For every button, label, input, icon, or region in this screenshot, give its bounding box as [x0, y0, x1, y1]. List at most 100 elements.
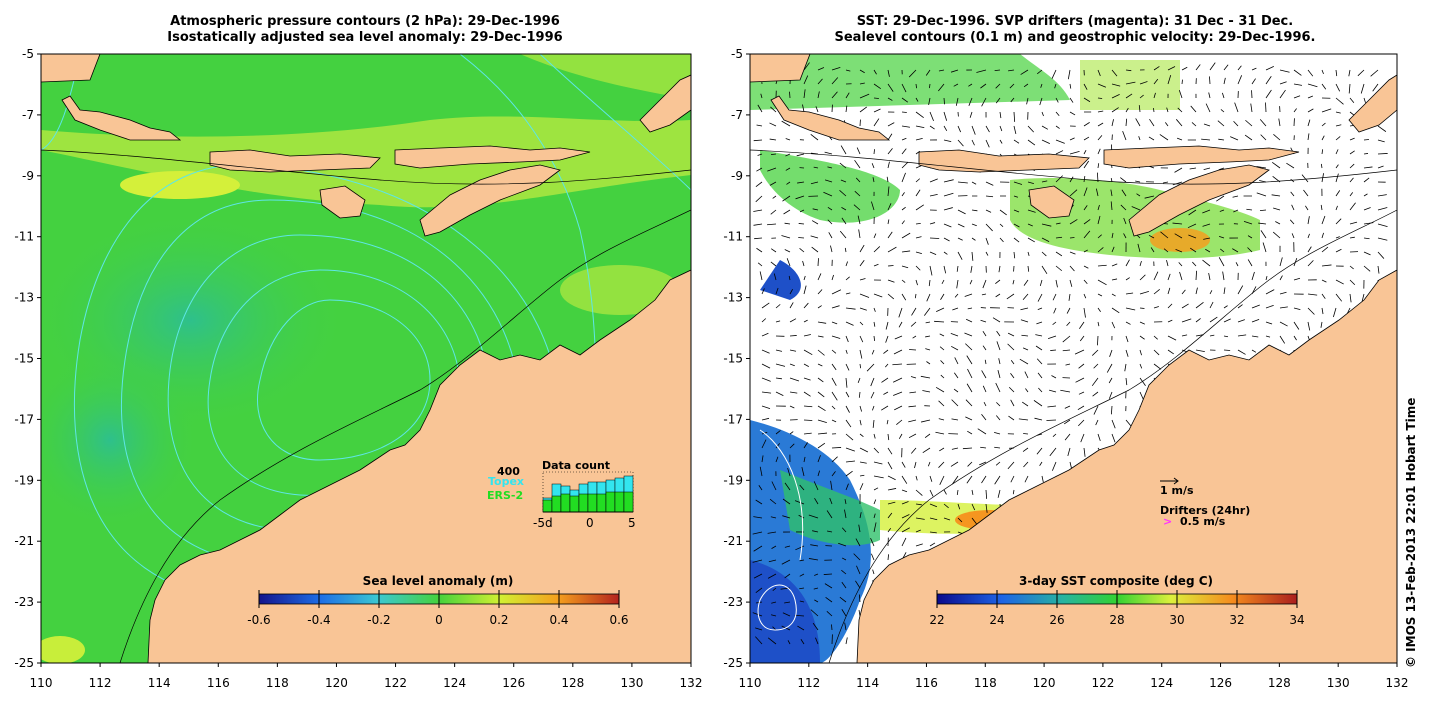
velocity-arrow: [915, 279, 918, 286]
velocity-arrow: [803, 319, 808, 323]
velocity-arrow: [1279, 306, 1288, 309]
velocity-arrow: [1279, 81, 1287, 85]
velocity-arrow: [943, 207, 953, 211]
left-lon-tick-label: 112: [89, 676, 112, 690]
velocity-arrow: [840, 179, 847, 183]
velocity-arrow: [830, 245, 833, 253]
velocity-arrow: [775, 456, 779, 463]
velocity-arrow: [799, 559, 805, 562]
velocity-arrow: [825, 597, 833, 603]
velocity-arrow: [1037, 372, 1043, 379]
velocity-arrow: [803, 442, 808, 449]
sst-west-green: [760, 150, 900, 223]
velocity-arrow: [1262, 242, 1267, 253]
velocity-arrow: [1321, 122, 1326, 127]
velocity-arrow: [803, 456, 806, 463]
data-count-tick-min: -5d: [533, 516, 553, 530]
velocity-arrow: [755, 181, 763, 188]
velocity-arrow: [753, 223, 763, 226]
velocity-arrow: [803, 405, 813, 408]
velocity-arrow: [859, 512, 862, 519]
velocity-arrow: [769, 122, 777, 127]
velocity-arrow: [1335, 124, 1342, 127]
velocity-arrow: [920, 375, 931, 379]
velocity-arrow: [1363, 153, 1369, 155]
velocity-arrow: [845, 307, 856, 310]
velocity-arrow: [1021, 401, 1029, 407]
velocity-arrow: [915, 517, 925, 520]
velocity-arrow: [1321, 264, 1332, 267]
right-lon-tick-label: 120: [1033, 676, 1056, 690]
velocity-arrow: [999, 139, 1003, 144]
velocity-arrow: [775, 391, 784, 396]
velocity-arrow: [759, 271, 763, 281]
velocity-arrow: [1125, 307, 1136, 311]
velocity-arrow: [928, 97, 931, 106]
velocity-arrow: [841, 609, 847, 617]
velocity-arrow: [1279, 89, 1286, 99]
sst-colorbar-tick-label: 26: [1049, 613, 1064, 627]
velocity-arrow: [844, 247, 847, 253]
velocity-arrow: [1195, 301, 1204, 309]
velocity-arrow: [1162, 181, 1169, 184]
velocity-arrow: [873, 149, 875, 155]
velocity-arrow: [887, 69, 890, 77]
velocity-arrow: [940, 360, 945, 365]
velocity-arrow: [915, 251, 922, 254]
velocity-arrow: [1055, 97, 1059, 103]
velocity-arrow: [784, 249, 791, 253]
velocity-arrow: [1321, 279, 1327, 283]
velocity-arrow: [859, 321, 864, 326]
velocity-arrow: [1139, 81, 1148, 85]
velocity-arrow: [1153, 271, 1159, 281]
sst-green-patch: [780, 470, 880, 546]
velocity-arrow: [883, 349, 889, 354]
left-lon-tick-label: 114: [148, 676, 171, 690]
velocity-arrow: [857, 215, 861, 225]
velocity-arrow: [1139, 363, 1143, 369]
velocity-arrow: [1108, 377, 1113, 384]
velocity-arrow: [773, 273, 777, 281]
velocity-arrow: [812, 530, 819, 533]
velocity-arrow: [952, 307, 959, 311]
velocity-arrow: [1153, 92, 1156, 99]
velocity-arrow: [859, 93, 870, 99]
velocity-arrow: [789, 391, 798, 394]
velocity-arrow: [845, 637, 848, 645]
velocity-arrow: [1272, 162, 1281, 169]
velocity-arrow: [954, 357, 959, 365]
velocity-arrow: [823, 573, 833, 575]
sst-north-yellow: [1080, 60, 1180, 110]
velocity-arrow: [775, 349, 783, 352]
velocity-arrow: [808, 558, 819, 561]
velocity-arrow: [901, 501, 909, 505]
velocity-arrow: [785, 167, 791, 171]
sla-high-spot: [120, 171, 240, 199]
velocity-arrow: [761, 288, 765, 295]
left-lon-tick-label: 130: [620, 676, 643, 690]
velocity-arrow: [910, 321, 917, 327]
velocity-arrow: [887, 122, 895, 127]
velocity-arrow: [841, 217, 847, 225]
velocity-arrow: [964, 332, 973, 337]
velocity-arrow: [800, 639, 805, 645]
velocity-arrow: [801, 467, 805, 477]
velocity-arrow: [1078, 391, 1085, 395]
velocity-arrow: [1083, 293, 1087, 299]
velocity-arrow: [1010, 372, 1015, 379]
velocity-arrow: [845, 460, 856, 463]
velocity-arrow: [971, 181, 977, 185]
velocity-arrow: [915, 178, 921, 183]
velocity-arrow: [1010, 399, 1015, 407]
velocity-arrow: [901, 206, 906, 211]
velocity-arrow: [995, 415, 1001, 421]
velocity-arrow: [1195, 349, 1205, 352]
velocity-arrow: [1153, 66, 1160, 71]
velocity-arrow: [789, 349, 797, 352]
velocity-arrow: [908, 405, 917, 408]
sla-low-anomaly-2: [41, 350, 200, 530]
right-lat-tick-label: -23: [723, 595, 743, 609]
velocity-arrow: [827, 219, 833, 225]
velocity-arrow: [1125, 377, 1128, 386]
velocity-arrow: [769, 138, 777, 141]
